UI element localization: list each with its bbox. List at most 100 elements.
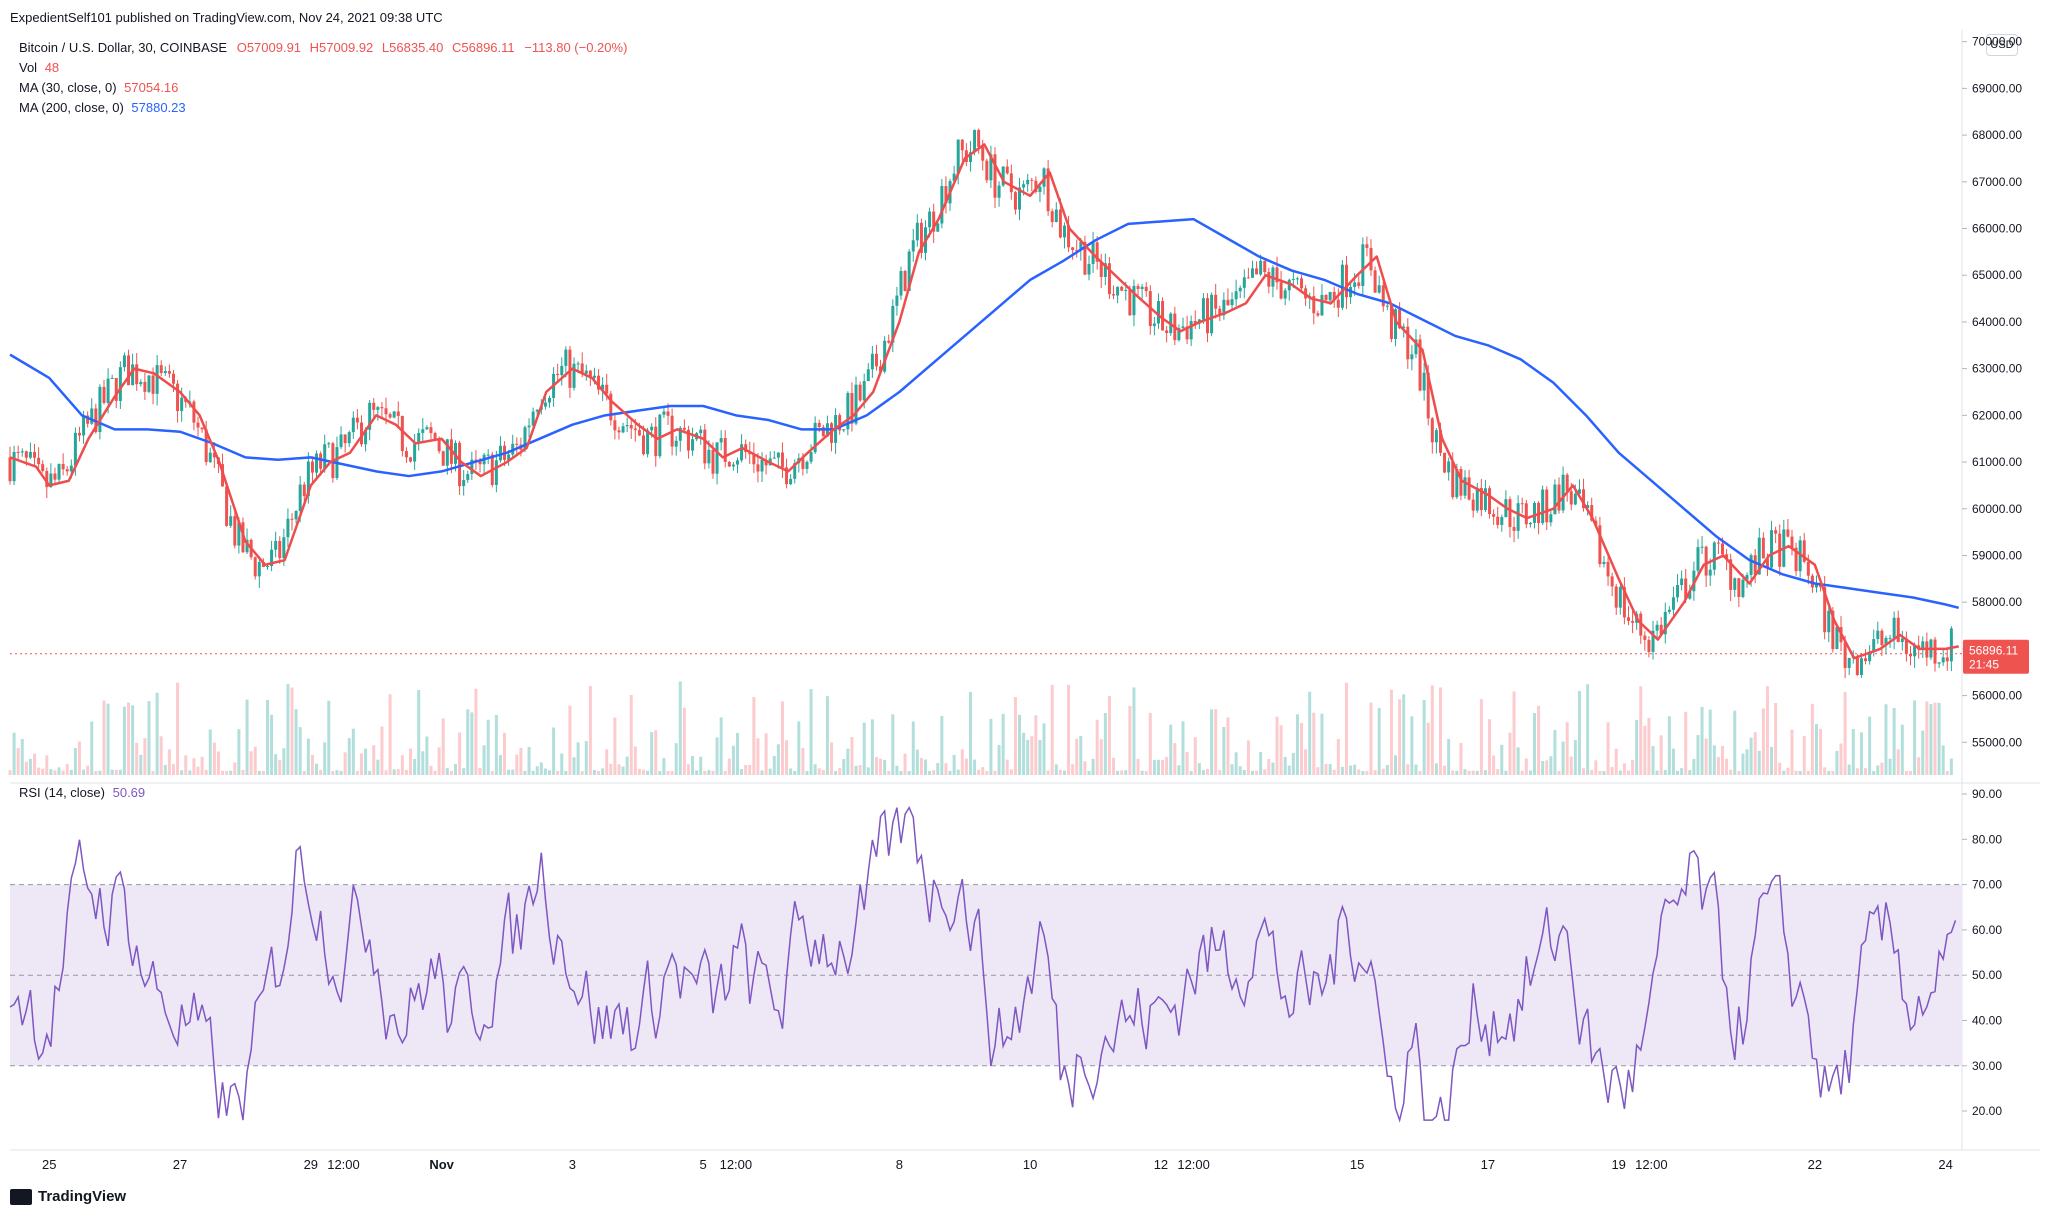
candle-body: [1103, 263, 1107, 277]
ma200-row[interactable]: MA (200, close, 0) 57880.23: [19, 98, 627, 118]
candle-body: [376, 407, 380, 410]
candle-body: [1279, 282, 1283, 299]
candle-body: [556, 373, 560, 376]
last-price-badge: [1963, 639, 2029, 674]
volume-bar: [1823, 767, 1827, 775]
ma200-label: MA (200, close, 0): [19, 100, 124, 115]
volume-bar: [241, 769, 245, 775]
volume-bar: [960, 749, 964, 775]
volume-bar: [53, 770, 57, 775]
countdown-label: 21:45: [1969, 658, 1999, 672]
volume-bar: [1038, 739, 1042, 775]
candle-body: [1921, 641, 1925, 650]
symbol-label[interactable]: Bitcoin / U.S. Dollar, 30, COINBASE: [19, 40, 228, 55]
candle-body: [470, 459, 474, 475]
volume-bar: [940, 715, 944, 775]
candle-body: [114, 377, 118, 401]
candle-body: [793, 463, 797, 479]
volume-bar: [1009, 769, 1013, 775]
volume-row[interactable]: Vol 48: [19, 58, 627, 78]
candle-body: [1193, 320, 1197, 324]
volume-bar: [642, 769, 646, 775]
candle-body: [1745, 574, 1749, 580]
footer-brand[interactable]: TradingView: [10, 1188, 126, 1205]
candle-body: [1610, 576, 1614, 587]
candle-body: [1185, 326, 1189, 340]
volume-bar: [1684, 711, 1688, 775]
candle-body: [61, 464, 65, 470]
volume-bar: [1377, 707, 1381, 775]
candle-body: [1177, 328, 1181, 341]
ma30-row[interactable]: MA (30, close, 0) 57054.16: [19, 78, 627, 98]
volume-bar: [225, 770, 229, 775]
volume-bar: [1483, 770, 1487, 775]
volume-bar: [1189, 771, 1193, 775]
volume-bar: [45, 755, 49, 775]
volume-bar: [86, 765, 90, 775]
volume-bar: [73, 747, 77, 775]
candle-body: [1598, 525, 1602, 565]
candle-body: [1700, 546, 1704, 548]
volume-bar: [1320, 713, 1324, 775]
currency-badge[interactable]: USD: [1986, 34, 2018, 56]
candle-body: [637, 430, 641, 436]
x-tick-label: 22: [1808, 1157, 1822, 1172]
volume-bar: [1945, 770, 1949, 775]
candle-body: [866, 369, 870, 382]
volume-bar: [1949, 758, 1953, 775]
volume-bar: [1819, 728, 1823, 775]
candle-body: [1684, 578, 1688, 599]
candle-body: [274, 540, 278, 550]
volume-bar: [1140, 770, 1144, 775]
candle-body: [1790, 536, 1794, 548]
volume-bar: [1892, 708, 1896, 775]
volume-bar: [351, 728, 355, 775]
candle-body: [1398, 309, 1402, 329]
volume-bar: [24, 761, 28, 775]
candle-body: [1210, 294, 1214, 334]
x-tick-label: 17: [1481, 1157, 1495, 1172]
rsi-line: [9, 806, 1957, 1123]
volume-bar: [1324, 763, 1328, 775]
volume-bar: [1647, 717, 1651, 775]
candle-body: [1720, 543, 1724, 555]
candle-body: [936, 223, 940, 232]
candle-body: [229, 516, 233, 526]
volume-bar: [343, 752, 347, 775]
candle-body: [45, 470, 49, 488]
candle-body: [625, 425, 629, 427]
volume-bar: [110, 769, 114, 775]
volume-bar: [114, 769, 118, 775]
volume-bar: [384, 770, 388, 775]
volume-bar: [368, 770, 372, 775]
volume-bar: [780, 701, 784, 775]
volume-bar: [1414, 764, 1418, 775]
volume-bar: [637, 768, 641, 775]
volume-bar: [1201, 770, 1205, 775]
y-tick-label: 64000.00: [1972, 315, 2022, 329]
volume-bar: [82, 769, 86, 775]
volume-bar: [257, 770, 261, 775]
rsi-tick-label: 80.00: [1972, 832, 2002, 846]
volume-bar: [764, 733, 768, 775]
volume-bar: [372, 745, 376, 775]
volume-bar: [1107, 696, 1111, 775]
volume-bar: [1635, 719, 1639, 775]
candle-body: [1729, 559, 1733, 590]
candle-body: [940, 186, 944, 224]
rsi-legend[interactable]: RSI (14, close) 50.69: [19, 785, 145, 800]
volume-bar: [879, 758, 883, 775]
candle-body: [1369, 247, 1373, 271]
volume-bar: [1316, 767, 1320, 775]
volume-bar: [670, 770, 674, 775]
candle-body: [776, 452, 780, 458]
candle-body: [1361, 244, 1365, 286]
volume-bar: [229, 770, 233, 775]
volume-bar: [77, 741, 81, 775]
candle-body: [629, 425, 633, 429]
candle-body: [1062, 225, 1066, 238]
volume-bar: [135, 742, 139, 775]
candle-body: [584, 370, 588, 374]
candle-body: [233, 516, 237, 546]
